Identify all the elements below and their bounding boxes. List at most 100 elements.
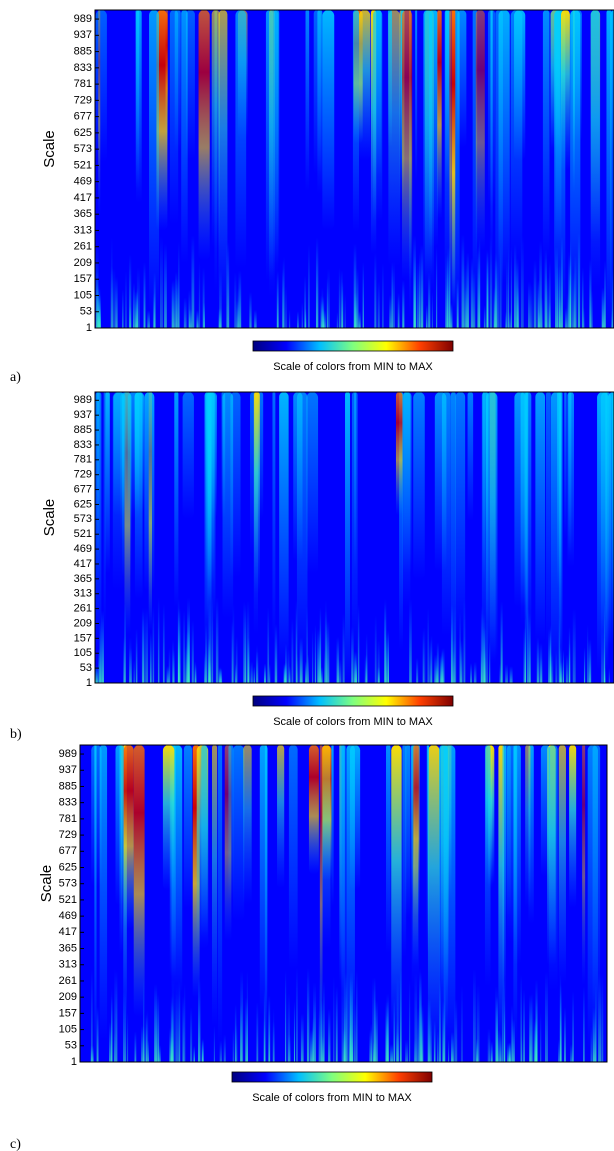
heatmap-streak bbox=[558, 617, 560, 683]
heatmap-streak bbox=[218, 308, 222, 328]
heatmap-streak bbox=[314, 624, 317, 683]
y-tick-label: 261 bbox=[59, 975, 77, 987]
heatmap-streak bbox=[589, 259, 592, 328]
heatmap-streak bbox=[441, 648, 445, 683]
heatmap-streak bbox=[345, 971, 349, 1062]
heatmap-streak bbox=[393, 998, 396, 1062]
y-tick-label: 885 bbox=[74, 424, 92, 436]
heatmap-streak bbox=[558, 1039, 560, 1062]
heatmap-streak bbox=[326, 277, 328, 328]
heatmap-streak bbox=[598, 973, 602, 1062]
heatmap-streak bbox=[566, 292, 569, 328]
heatmap-streak bbox=[560, 236, 563, 328]
heatmap-streak bbox=[236, 300, 239, 328]
heatmap-streak bbox=[235, 636, 238, 683]
y-tick-label: 1 bbox=[86, 677, 92, 689]
heatmap-streak bbox=[536, 637, 539, 683]
heatmap-streak bbox=[590, 1026, 593, 1062]
heatmap-streak bbox=[362, 262, 364, 328]
heatmap-streak bbox=[426, 745, 430, 953]
y-tick-label: 729 bbox=[59, 829, 77, 841]
y-tick-label: 937 bbox=[59, 764, 77, 776]
heatmap-streak bbox=[610, 10, 614, 152]
heatmap-streak bbox=[391, 261, 394, 328]
heatmap-streak bbox=[606, 10, 612, 327]
heatmap-streak bbox=[439, 655, 442, 683]
y-tick-label: 677 bbox=[74, 483, 92, 495]
heatmap-streak bbox=[285, 286, 287, 328]
y-tick-label: 833 bbox=[74, 439, 92, 451]
heatmap-streak bbox=[377, 639, 380, 683]
heatmap-streak bbox=[511, 1004, 513, 1062]
heatmap-streak bbox=[493, 286, 496, 328]
plot-frame bbox=[94, 9, 614, 329]
heatmap-streak bbox=[456, 278, 459, 328]
heatmap-streak bbox=[198, 261, 201, 328]
heatmap-streak bbox=[416, 657, 419, 683]
heatmap-streak bbox=[423, 10, 433, 277]
y-tick-label: 1 bbox=[71, 1056, 77, 1068]
heatmap-streak bbox=[545, 392, 551, 647]
heatmap-streak bbox=[103, 392, 106, 630]
heatmap-streak bbox=[287, 993, 291, 1062]
heatmap-streak bbox=[548, 628, 551, 683]
heatmap-streak bbox=[564, 1007, 566, 1062]
heatmap-streak bbox=[501, 988, 504, 1062]
heatmap-streak bbox=[91, 968, 93, 1062]
heatmap-streak bbox=[377, 667, 380, 683]
heatmap-texture bbox=[95, 10, 614, 328]
heatmap-streak bbox=[531, 992, 534, 1062]
heatmap-streak bbox=[455, 392, 466, 637]
heatmap-streak bbox=[333, 976, 335, 1062]
heatmap-streak bbox=[287, 649, 290, 683]
heatmap-streak bbox=[463, 598, 466, 683]
heatmap-streak bbox=[531, 284, 533, 328]
heatmap-streak bbox=[477, 246, 480, 328]
heatmap-streak bbox=[123, 991, 126, 1062]
heatmap-streak bbox=[473, 661, 477, 683]
heatmap-streak bbox=[110, 266, 113, 328]
heatmap-streak bbox=[353, 243, 357, 328]
heatmap-streak bbox=[430, 635, 433, 683]
heatmap-streak bbox=[112, 392, 124, 590]
heatmap-streak bbox=[370, 1023, 373, 1062]
heatmap-streak bbox=[312, 630, 314, 683]
y-tick-label: 313 bbox=[74, 224, 92, 236]
heatmap-streak bbox=[508, 311, 512, 328]
heatmap-streak bbox=[442, 1000, 445, 1062]
heatmap-streak bbox=[99, 745, 108, 1040]
heatmap-streak bbox=[384, 603, 387, 683]
y-tick-label: 53 bbox=[80, 306, 92, 318]
y-tick-label: 105 bbox=[59, 1023, 77, 1035]
heatmap-streak bbox=[484, 650, 486, 683]
heatmap-streak bbox=[231, 621, 233, 683]
heatmap-streak bbox=[175, 272, 177, 328]
heatmap-streak bbox=[430, 1016, 432, 1062]
heatmap-streak bbox=[191, 620, 194, 683]
heatmap-streak bbox=[486, 249, 489, 328]
heatmap-streak bbox=[185, 10, 195, 160]
heatmap-streak bbox=[548, 745, 558, 991]
heatmap-streak bbox=[206, 392, 216, 621]
heatmap-streak bbox=[359, 10, 371, 161]
heatmap-streak bbox=[467, 392, 474, 521]
heatmap-streak bbox=[282, 269, 284, 328]
y-tick-label: 677 bbox=[59, 845, 77, 857]
heatmap-streak bbox=[293, 1001, 296, 1062]
heatmap-streak bbox=[549, 625, 552, 683]
heatmap-streak bbox=[472, 271, 476, 328]
y-tick-label: 209 bbox=[74, 257, 92, 269]
y-tick-label: 313 bbox=[59, 959, 77, 971]
heatmap-streak bbox=[603, 295, 605, 328]
y-tick-label: 781 bbox=[59, 813, 77, 825]
heatmap-streak bbox=[182, 996, 185, 1062]
y-tick-label: 937 bbox=[74, 29, 92, 41]
heatmap-streak bbox=[358, 311, 361, 328]
heatmap-streak bbox=[336, 637, 340, 683]
heatmap-streak bbox=[542, 10, 550, 259]
heatmap-streak bbox=[539, 240, 542, 328]
heatmap-streak bbox=[305, 10, 310, 192]
heatmap-streak bbox=[427, 745, 440, 1053]
heatmap-streak bbox=[183, 297, 187, 328]
heatmap-streak bbox=[324, 610, 328, 683]
